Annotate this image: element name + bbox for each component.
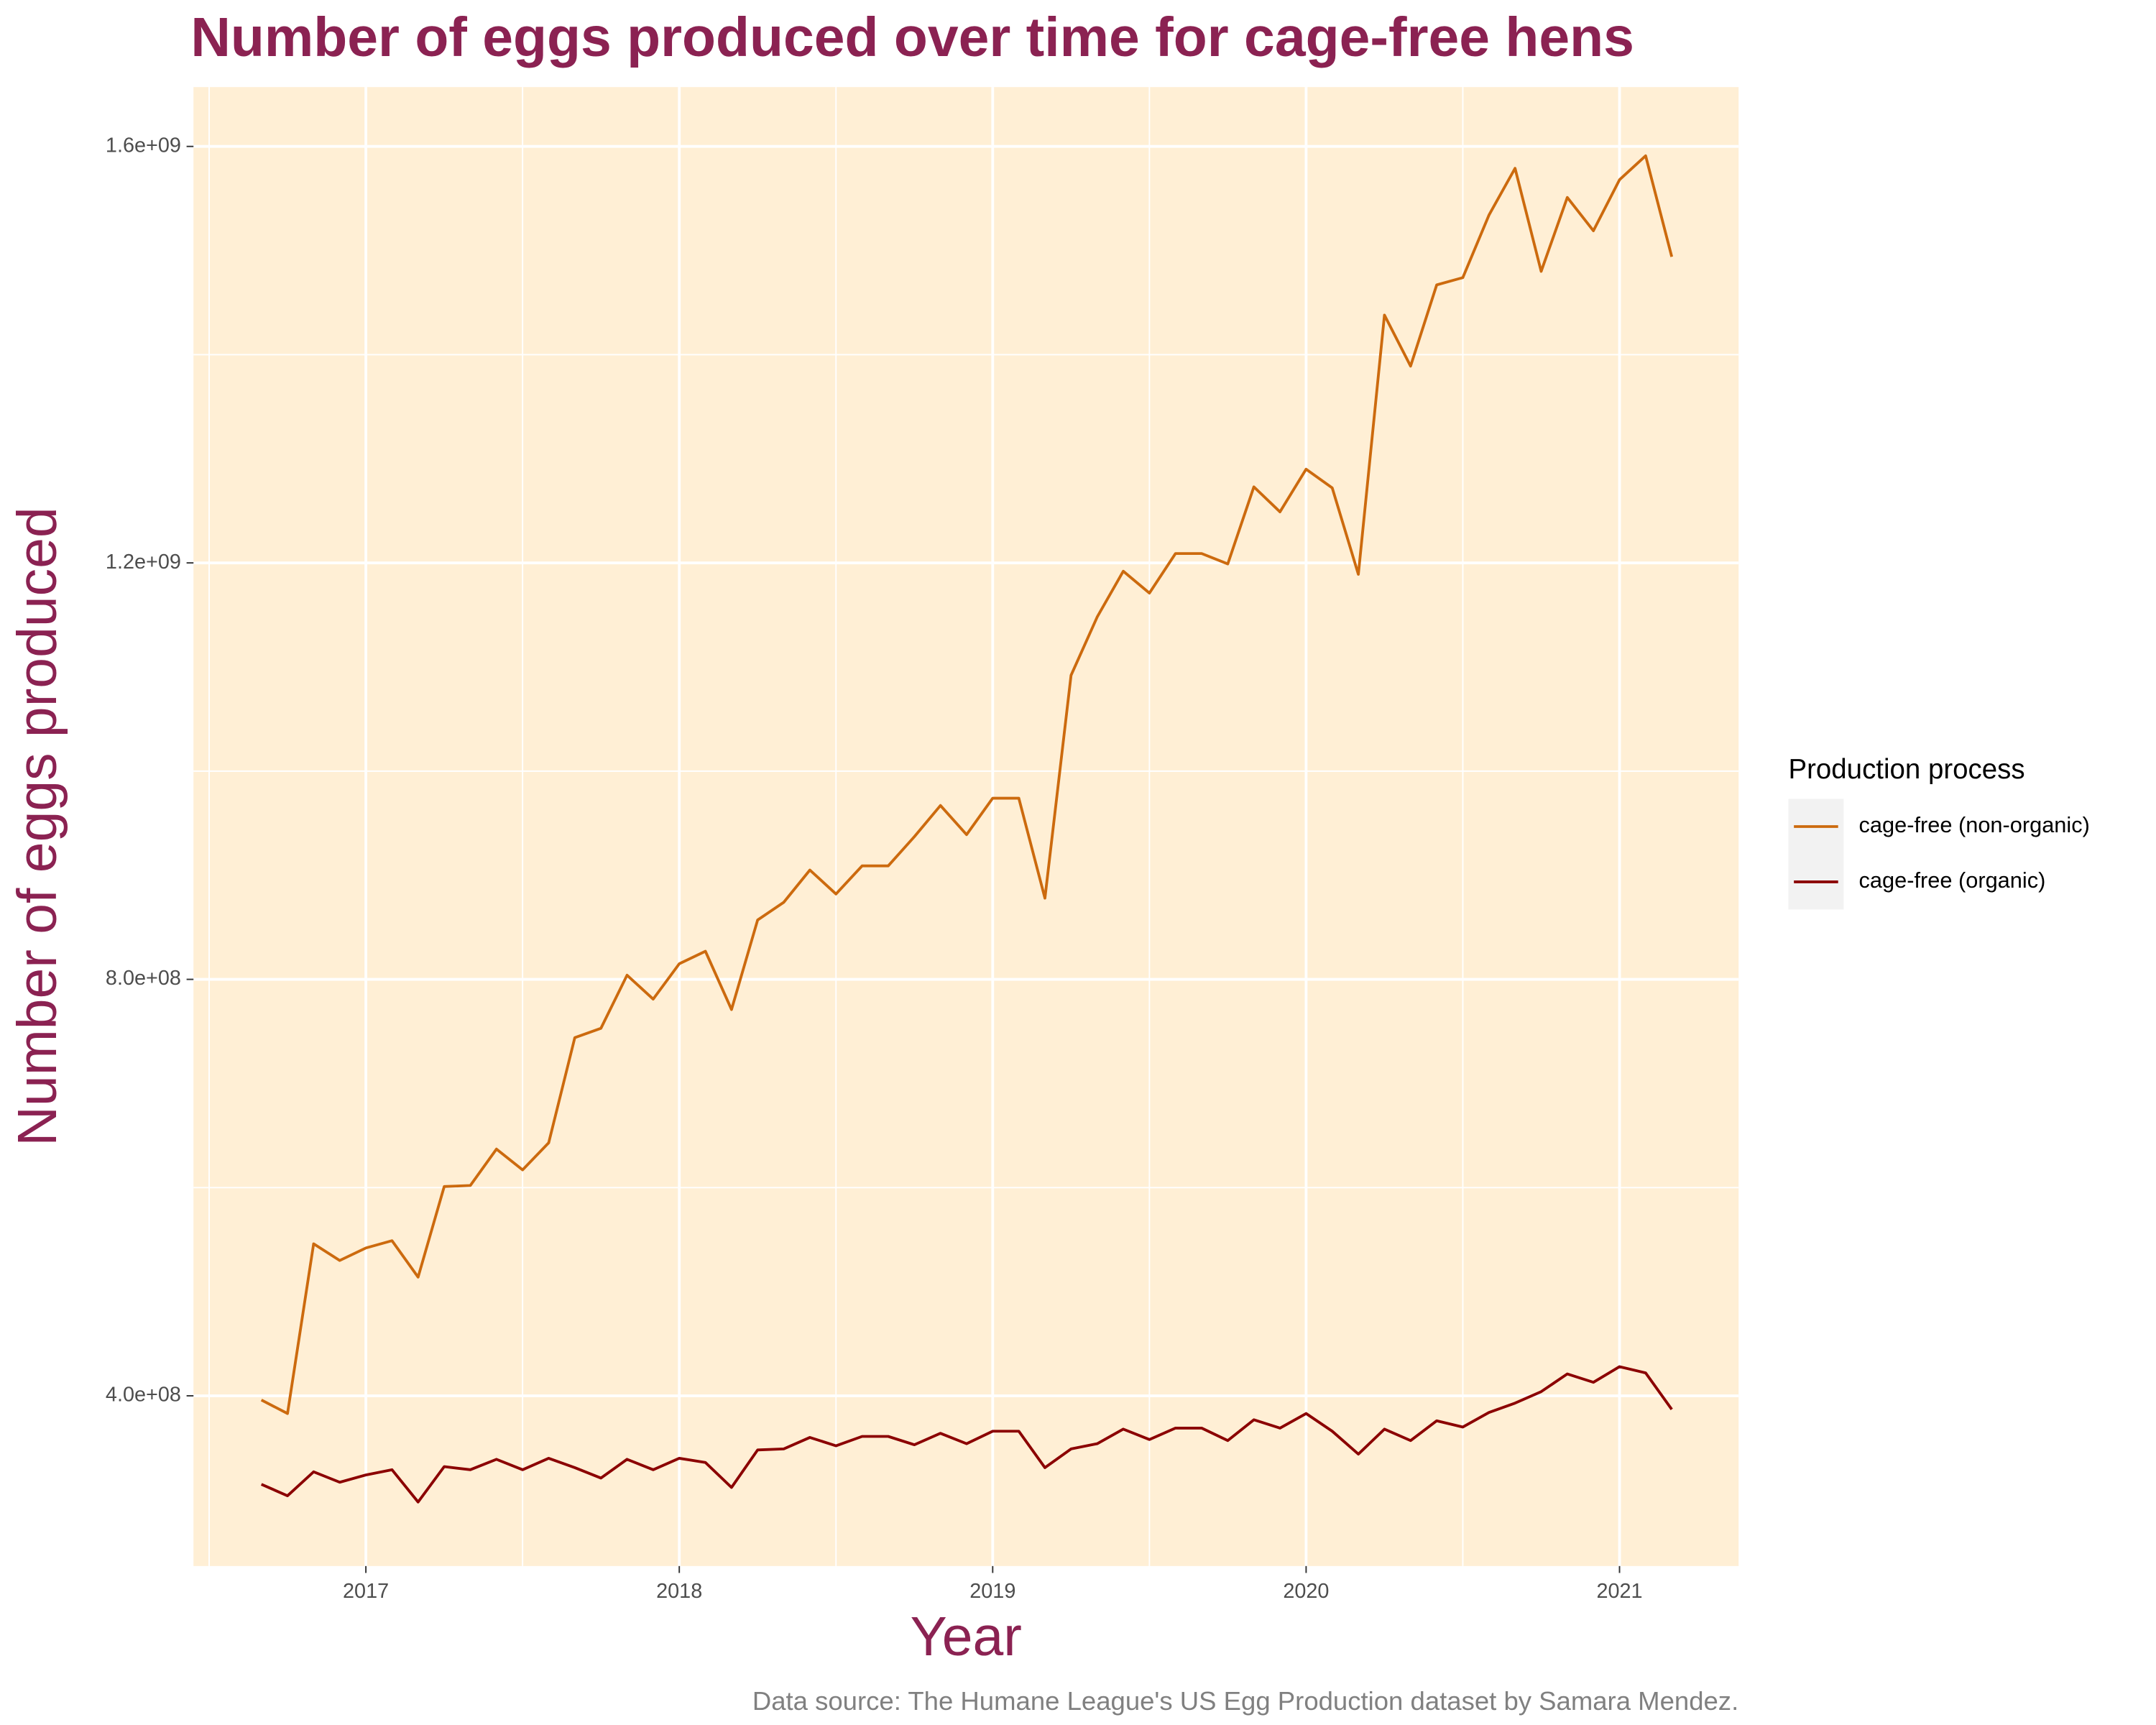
- y-tick-label: 1.6e+09: [106, 134, 181, 157]
- x-tick-label: 2021: [1596, 1580, 1642, 1603]
- x-tick-label: 2018: [656, 1580, 702, 1603]
- chart-title: Number of eggs produced over time for ca…: [190, 6, 1634, 68]
- series-line: [260, 154, 1674, 1415]
- x-tick-label: 2019: [969, 1580, 1015, 1603]
- legend-label: cage-free (organic): [1859, 868, 2046, 893]
- x-tick-label: 2017: [343, 1580, 389, 1603]
- legend-title: Production process: [1788, 754, 2024, 785]
- plot-panel: [193, 87, 1739, 1566]
- y-tick-label: 8.0e+08: [106, 967, 181, 990]
- series-line: [260, 1365, 1673, 1504]
- x-tick-label: 2020: [1283, 1580, 1329, 1603]
- x-axis-label: Year: [911, 1606, 1022, 1668]
- y-axis-label: Number of eggs produced: [6, 507, 68, 1146]
- y-tick-label: 4.0e+08: [106, 1384, 181, 1407]
- legend-label: cage-free (non-organic): [1859, 812, 2090, 837]
- y-tick-label: 1.2e+09: [106, 551, 181, 574]
- caption: Data source: The Humane League's US Egg …: [752, 1686, 1738, 1716]
